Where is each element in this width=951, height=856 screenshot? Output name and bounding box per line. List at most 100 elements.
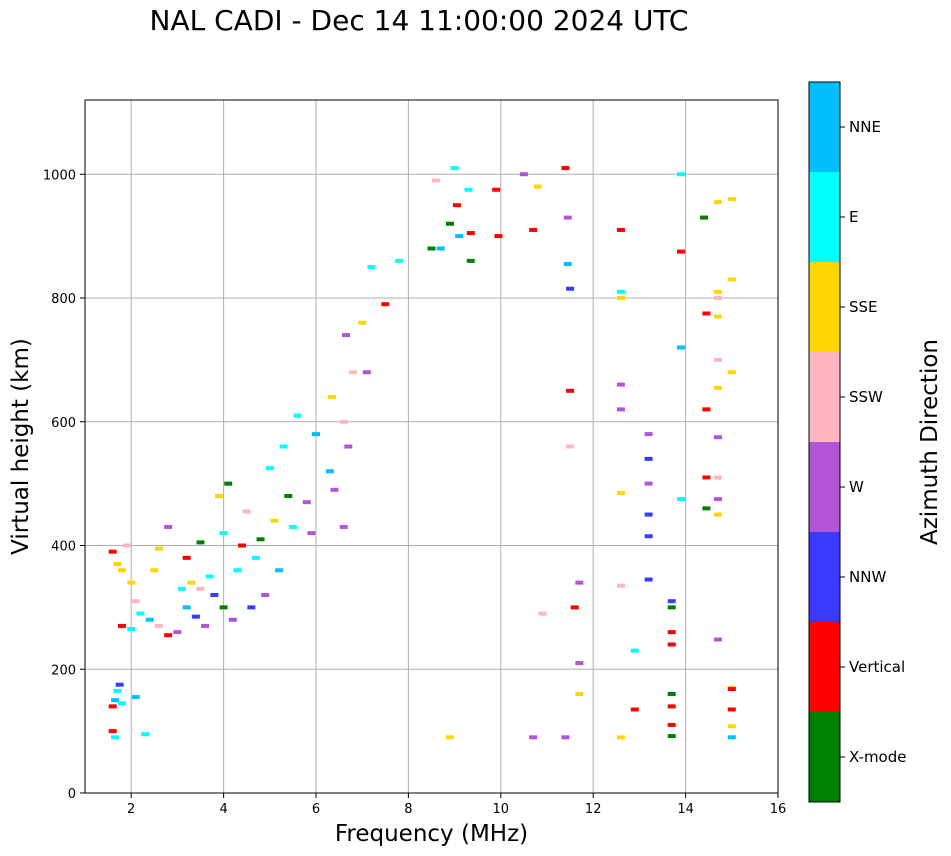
data-point	[727, 277, 736, 282]
data-point	[265, 466, 274, 471]
data-point	[182, 605, 191, 610]
data-point	[312, 432, 320, 437]
data-point	[676, 249, 685, 254]
data-point	[713, 512, 722, 517]
data-point	[187, 580, 196, 585]
data-point	[616, 289, 625, 294]
data-point	[727, 370, 736, 375]
data-point	[455, 234, 464, 239]
data-point	[727, 707, 736, 712]
colorbar-segment	[809, 712, 840, 802]
data-point	[445, 735, 454, 740]
x-tick-label: 16	[770, 802, 787, 817]
data-point	[644, 432, 653, 437]
data-point	[367, 265, 376, 270]
x-tick-label: 8	[404, 802, 412, 817]
data-point	[566, 388, 575, 393]
data-point	[445, 221, 454, 226]
data-point	[279, 444, 288, 449]
x-tick-label: 6	[312, 802, 320, 817]
colorbar-tick-label: SSE	[849, 298, 878, 316]
data-point	[667, 734, 676, 739]
data-point	[154, 623, 163, 628]
colorbar-tick-label: E	[849, 208, 858, 226]
data-point	[251, 555, 260, 560]
y-axis: 0 200 400 600 800 1000	[43, 168, 85, 802]
y-tick-label: 0	[68, 787, 76, 802]
data-point	[224, 481, 233, 486]
data-point	[713, 475, 722, 480]
data-point	[293, 413, 302, 418]
data-point	[117, 701, 126, 706]
colorbar: X-mode Vertical NNW W SSW SSE E NNE	[808, 81, 906, 803]
data-point	[533, 184, 542, 189]
data-point	[676, 497, 685, 502]
x-tick-label: 10	[493, 802, 510, 817]
data-point	[328, 395, 337, 399]
data-point	[432, 178, 441, 183]
data-point	[115, 682, 124, 687]
data-point	[676, 172, 685, 177]
data-point	[288, 524, 297, 529]
data-point	[284, 494, 293, 498]
data-point	[210, 593, 219, 597]
data-point	[466, 231, 475, 236]
x-axis-label: Frequency (MHz)	[335, 821, 528, 847]
data-point	[256, 537, 265, 542]
data-point	[348, 370, 357, 375]
data-point	[358, 320, 367, 325]
colorbar-segment	[809, 82, 840, 172]
data-point	[566, 444, 575, 449]
data-point	[339, 524, 348, 529]
colorbar-tick-label: W	[849, 478, 864, 496]
data-point	[702, 475, 711, 480]
data-point	[727, 724, 736, 729]
data-point	[111, 698, 120, 703]
data-point	[644, 534, 653, 539]
data-point	[702, 506, 711, 511]
chart-title: NAL CADI - Dec 14 11:00:00 2024 UTC	[149, 4, 689, 37]
data-point	[616, 382, 625, 387]
data-point	[667, 704, 676, 709]
data-point	[191, 614, 200, 619]
data-point	[122, 543, 131, 548]
data-point	[713, 435, 722, 440]
colorbar-tick-label: SSW	[849, 388, 883, 406]
data-point	[108, 549, 117, 554]
data-point	[117, 568, 126, 573]
data-point	[563, 261, 572, 266]
data-point	[145, 617, 154, 622]
data-point	[150, 568, 159, 573]
data-point	[381, 302, 390, 307]
data-point	[727, 687, 736, 692]
colorbar-tick-label: Vertical	[849, 658, 905, 676]
data-point	[201, 623, 210, 628]
data-point	[436, 246, 445, 251]
data-point	[182, 555, 191, 560]
data-point	[154, 546, 163, 551]
data-point	[667, 599, 676, 604]
colorbar-label: Azimuth Direction	[917, 339, 943, 545]
data-point	[563, 215, 572, 220]
x-axis: 2 4 6 8 10 12 14 16	[127, 793, 786, 817]
data-point	[700, 215, 709, 220]
data-point	[492, 187, 501, 192]
y-tick-label: 800	[51, 292, 76, 307]
data-point	[131, 695, 140, 700]
data-point	[238, 543, 247, 548]
data-point	[219, 531, 228, 536]
colorbar-frame	[808, 81, 841, 803]
data-point	[342, 333, 351, 338]
x-tick-label: 4	[219, 802, 227, 817]
y-tick-label: 200	[51, 663, 76, 678]
data-point	[214, 494, 223, 498]
data-point	[117, 623, 126, 628]
data-point	[108, 729, 117, 734]
data-point	[178, 586, 187, 591]
data-point	[427, 246, 436, 251]
data-point	[616, 490, 625, 495]
data-point	[713, 637, 722, 642]
data-point	[713, 289, 722, 294]
data-point	[644, 512, 653, 517]
data-point	[713, 200, 722, 205]
